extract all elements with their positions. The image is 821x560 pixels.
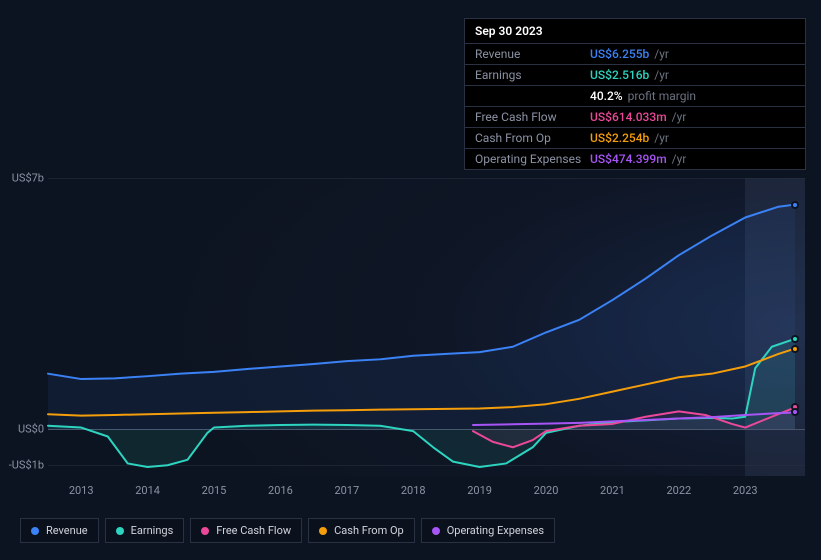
- x-axis-label: 2015: [202, 484, 227, 497]
- financials-chart[interactable]: [48, 178, 805, 476]
- tooltip-row-value-wrap: 40.2% profit margin: [590, 90, 696, 102]
- x-axis-label: 2022: [666, 484, 691, 497]
- series-end-marker: [791, 345, 799, 353]
- tooltip-row: RevenueUS$6.255b /yr: [465, 43, 805, 64]
- tooltip-row: Operating ExpensesUS$474.399m /yr: [465, 148, 805, 169]
- legend-item-free-cash-flow[interactable]: Free Cash Flow: [190, 518, 302, 543]
- legend-item-operating-expenses[interactable]: Operating Expenses: [421, 518, 555, 543]
- legend-item-earnings[interactable]: Earnings: [105, 518, 185, 543]
- tooltip-row-value: US$614.033m: [590, 110, 667, 124]
- x-axis-label: 2018: [401, 484, 426, 497]
- x-axis-label: 2020: [534, 484, 559, 497]
- legend-swatch: [116, 527, 124, 535]
- tooltip-row-label: Cash From Op: [475, 132, 590, 144]
- legend-item-cash-from-op[interactable]: Cash From Op: [308, 518, 415, 543]
- series-end-marker: [791, 201, 799, 209]
- legend-item-revenue[interactable]: Revenue: [20, 518, 99, 543]
- tooltip-row-suffix: /yr: [651, 68, 669, 82]
- legend-label: Revenue: [46, 524, 88, 537]
- tooltip-row-value: 40.2%: [590, 89, 623, 103]
- y-axis-label: US$7b: [2, 172, 44, 185]
- tooltip-row-value: US$474.399m: [590, 152, 667, 166]
- legend-label: Free Cash Flow: [216, 524, 291, 537]
- tooltip-row: EarningsUS$2.516b /yr: [465, 64, 805, 85]
- legend-label: Cash From Op: [334, 524, 404, 537]
- tooltip-row-value: US$2.516b: [590, 68, 649, 82]
- tooltip-row: Cash From OpUS$2.254b /yr: [465, 127, 805, 148]
- tooltip-row-value-wrap: US$614.033m /yr: [590, 111, 686, 123]
- tooltip-row-label: Earnings: [475, 69, 590, 81]
- tooltip-row-suffix: /yr: [651, 47, 669, 61]
- x-axis-label: 2013: [69, 484, 94, 497]
- x-axis-label: 2023: [733, 484, 758, 497]
- x-axis-label: 2016: [268, 484, 293, 497]
- data-tooltip: Sep 30 2023 RevenueUS$6.255b /yrEarnings…: [464, 18, 806, 170]
- x-axis-label: 2021: [600, 484, 625, 497]
- tooltip-date: Sep 30 2023: [465, 19, 805, 43]
- y-axis-label: -US$1b: [2, 459, 44, 472]
- tooltip-row-value: US$6.255b: [590, 47, 649, 61]
- x-axis-label: 2017: [334, 484, 359, 497]
- tooltip-row-suffix: profit margin: [625, 89, 696, 103]
- legend-swatch: [432, 527, 440, 535]
- x-axis-label: 2019: [467, 484, 492, 497]
- tooltip-row-value-wrap: US$2.516b /yr: [590, 69, 669, 81]
- tooltip-row-label: [475, 90, 590, 102]
- legend-swatch: [31, 527, 39, 535]
- legend-swatch: [319, 527, 327, 535]
- tooltip-row-label: Operating Expenses: [475, 153, 590, 165]
- tooltip-row-label: Revenue: [475, 48, 590, 60]
- series-end-marker: [791, 408, 799, 416]
- tooltip-row-value-wrap: US$474.399m /yr: [590, 153, 686, 165]
- series-fill-revenue: [48, 205, 795, 430]
- y-axis-label: US$0: [2, 423, 44, 436]
- tooltip-row-value: US$2.254b: [590, 131, 649, 145]
- tooltip-row: Free Cash FlowUS$614.033m /yr: [465, 106, 805, 127]
- chart-legend: Revenue Earnings Free Cash Flow Cash From O…: [20, 518, 555, 543]
- tooltip-row-suffix: /yr: [651, 131, 669, 145]
- tooltip-row-value-wrap: US$6.255b /yr: [590, 48, 669, 60]
- series-end-marker: [791, 335, 799, 343]
- tooltip-row-value-wrap: US$2.254b /yr: [590, 132, 669, 144]
- legend-label: Earnings: [131, 524, 174, 537]
- tooltip-row-suffix: /yr: [669, 110, 687, 124]
- tooltip-row-label: Free Cash Flow: [475, 111, 590, 123]
- legend-swatch: [201, 527, 209, 535]
- x-axis-label: 2014: [135, 484, 160, 497]
- tooltip-row: 40.2% profit margin: [465, 85, 805, 106]
- legend-label: Operating Expenses: [447, 524, 544, 537]
- tooltip-row-suffix: /yr: [669, 152, 687, 166]
